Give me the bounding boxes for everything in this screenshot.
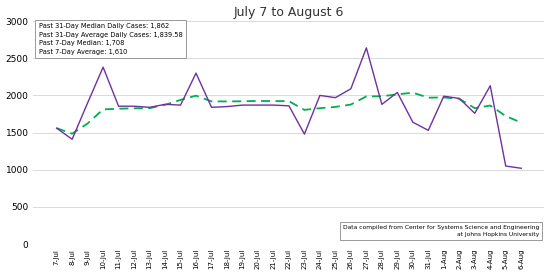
Text: Past 31-Day Median Daily Cases: 1,862
Past 31-Day Average Daily Cases: 1,839.58
: Past 31-Day Median Daily Cases: 1,862 Pa… xyxy=(39,23,182,55)
Text: Data compiled from Center for Systems Science and Engineering
at Johns Hopkins U: Data compiled from Center for Systems Sc… xyxy=(343,226,540,237)
Title: July 7 to August 6: July 7 to August 6 xyxy=(234,6,344,18)
